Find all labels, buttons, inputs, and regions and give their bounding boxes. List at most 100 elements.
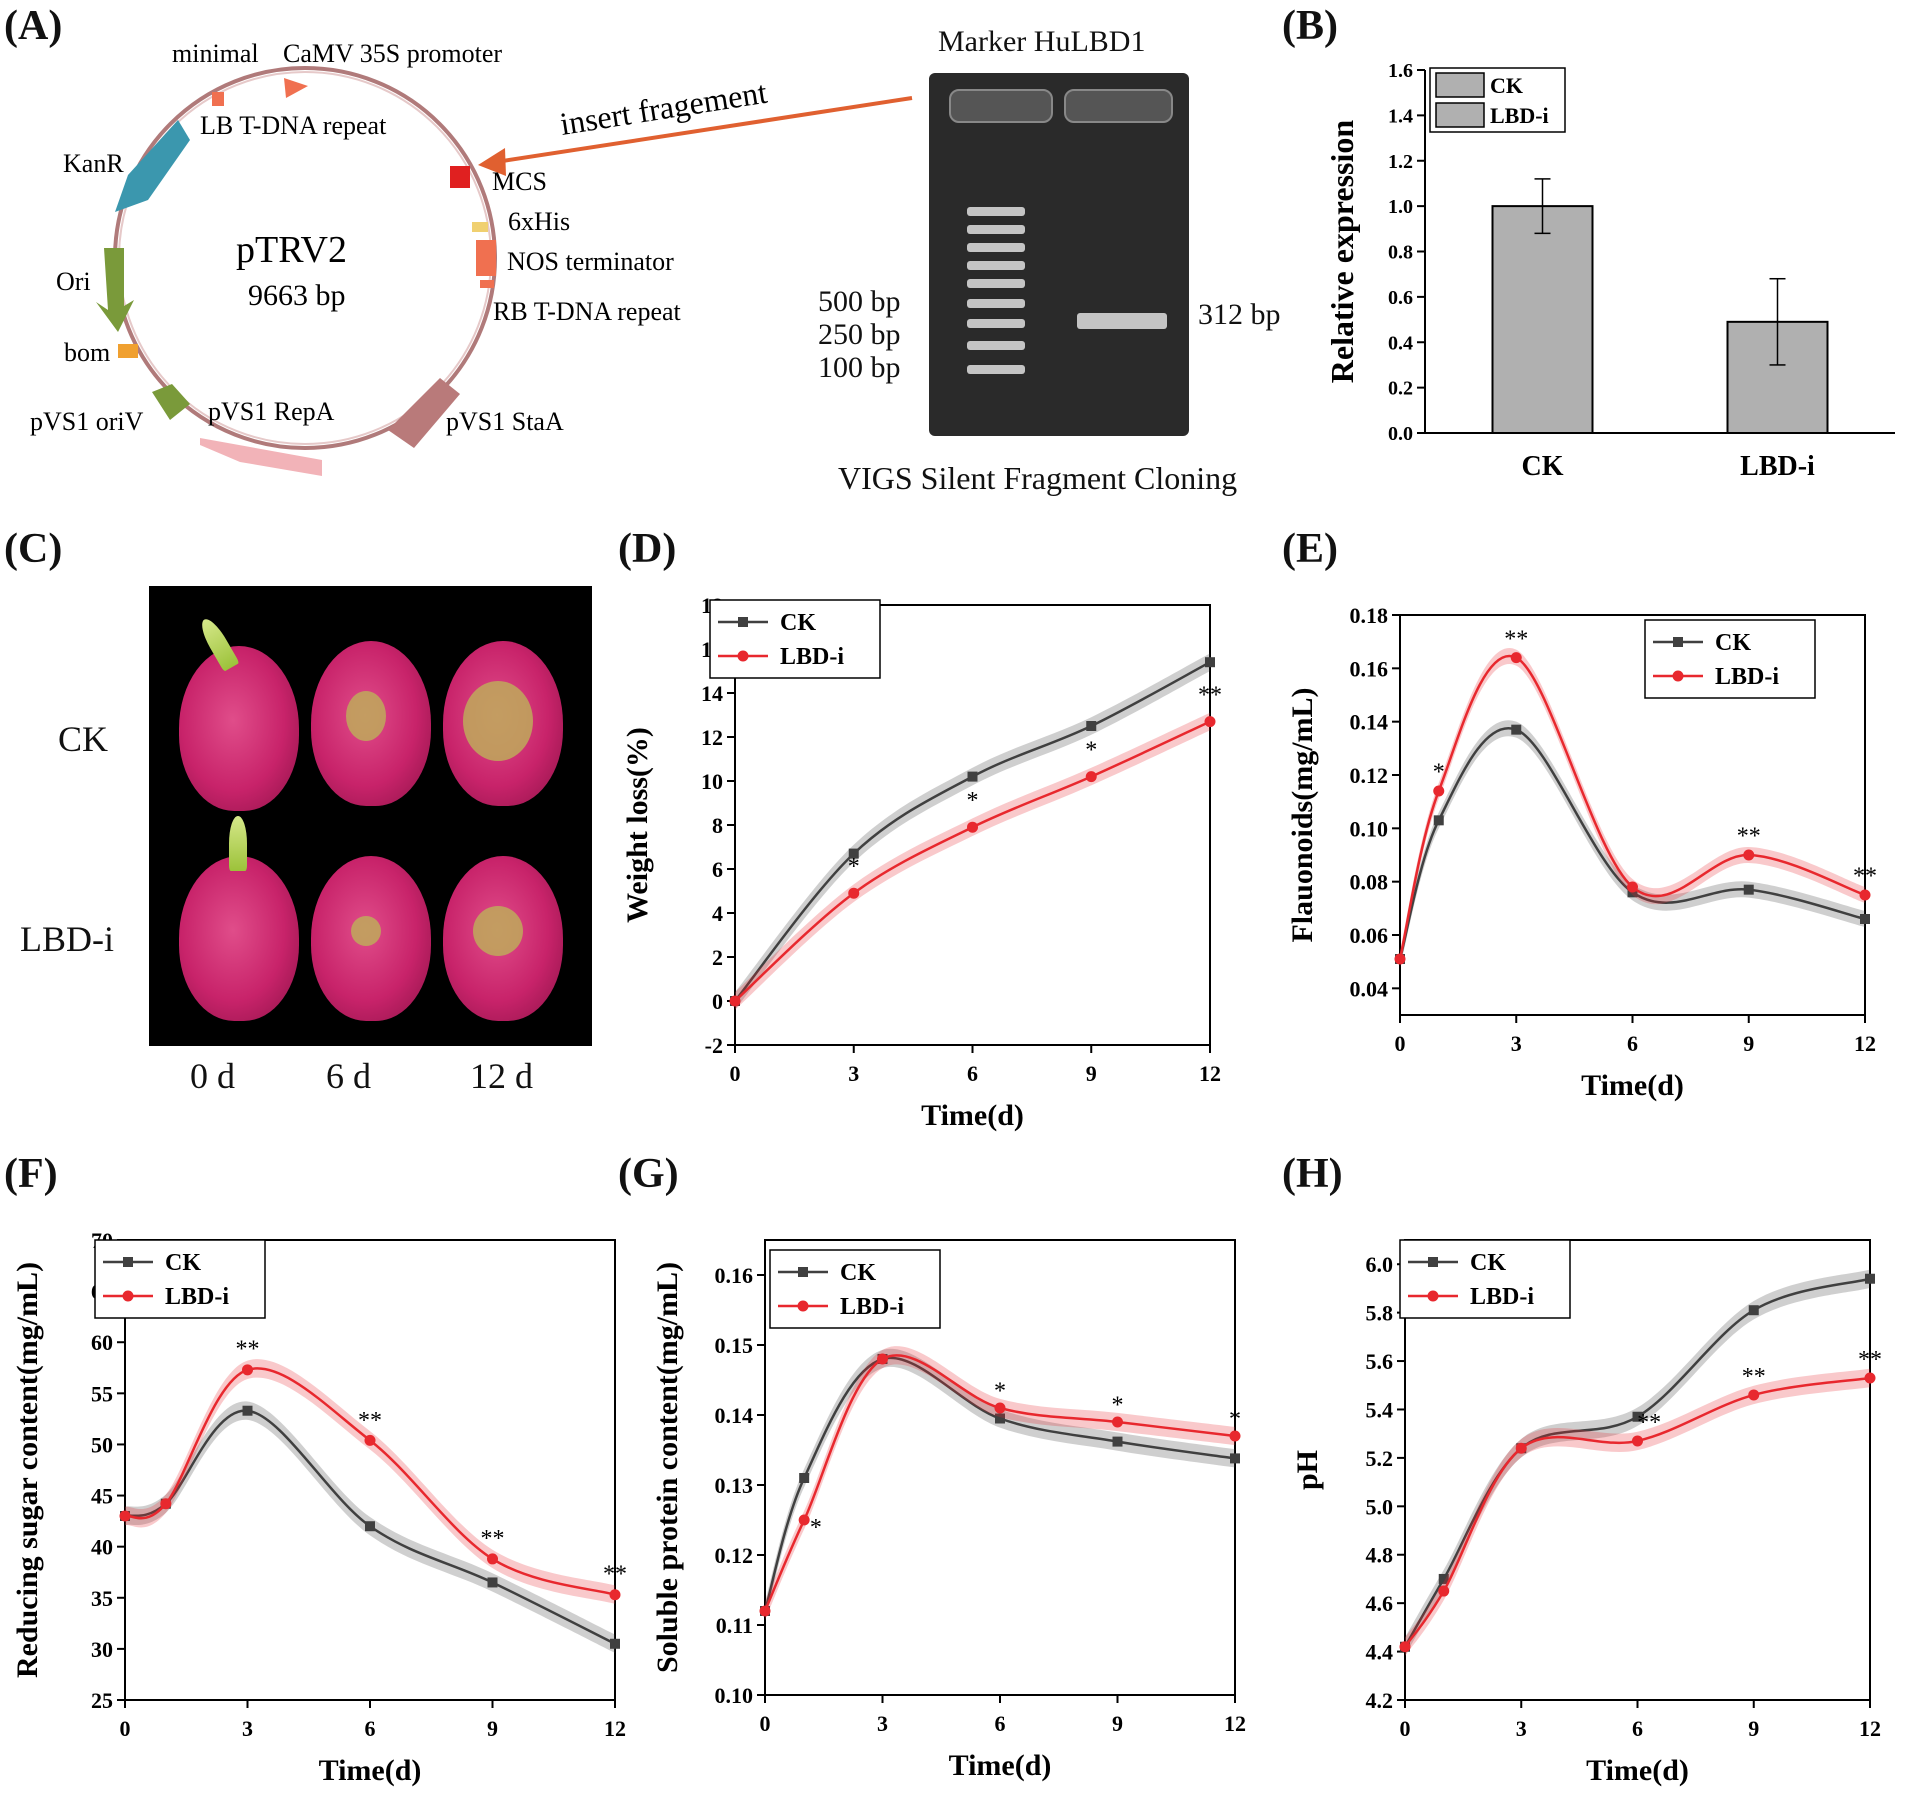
bar-ck (1491, 205, 1594, 434)
significance-mark: * (967, 788, 979, 814)
data-point-lbd (848, 887, 860, 899)
y-tick-label: 5.8 (1366, 1301, 1394, 1326)
legend-box (1399, 1239, 1571, 1319)
panel-label-a: (A) (4, 3, 63, 49)
series-band-lbd (1405, 1368, 1870, 1656)
sample-band (1077, 313, 1167, 329)
x-tick-label: 6 (967, 1061, 978, 1086)
data-point-ck (967, 771, 978, 782)
y-axis-label: Flauonoids(mg/mL) (1286, 687, 1319, 942)
y-tick-label: 55 (91, 1381, 113, 1406)
y-tick-label: 10 (701, 769, 723, 794)
series-line-lbd (124, 1367, 616, 1596)
his-feature (472, 222, 488, 232)
data-point-ck (1860, 914, 1870, 924)
fruit-ck-6d (311, 641, 431, 806)
label-rb: RB T-DNA repeat (493, 297, 682, 326)
y-tick-label: 25 (91, 1688, 113, 1713)
ori-arrow (96, 248, 134, 332)
x-tick-label: 6 (365, 1716, 376, 1741)
legend-marker (798, 1267, 808, 1277)
y-axis-label: Relative expression (1324, 120, 1360, 384)
label-his: 6xHis (508, 207, 570, 236)
data-point-ck (1511, 724, 1522, 735)
significance-mark: ** (236, 1337, 260, 1363)
mcs-feature (450, 166, 470, 188)
data-point-lbd (967, 821, 978, 833)
legend-marker (738, 617, 748, 627)
significance-mark: * (994, 1379, 1006, 1405)
label-insert: insert fragement (557, 74, 769, 142)
x-axis-label: Time(d) (949, 1749, 1052, 1782)
data-point-lbd (364, 1434, 376, 1446)
y-tick-label: 5.2 (1366, 1446, 1394, 1471)
y-tick-label: 0.16 (1350, 656, 1389, 681)
legend-marker (1673, 637, 1683, 647)
data-point-lbd (1433, 785, 1445, 797)
data-point-ck (995, 1413, 1005, 1424)
legend-box (769, 1249, 941, 1329)
significance-mark: ** (1737, 824, 1761, 850)
y-tick-label: 5.0 (1366, 1494, 1394, 1519)
label-kanr: KanR (63, 149, 124, 178)
data-point-ck (1743, 884, 1754, 895)
label-minimal: minimal (172, 39, 259, 68)
y-tick-label: 0.0 (1388, 423, 1413, 445)
y-tick-label: 0.16 (715, 1263, 754, 1288)
data-point-lbd (1510, 652, 1522, 664)
y-tick-label: 0.12 (1350, 763, 1389, 788)
data-point-lbd (798, 1514, 810, 1526)
y-axis-label: Weight loss(%) (621, 727, 654, 923)
data-point-lbd (759, 1605, 771, 1617)
y-tick-label: 4.4 (1366, 1640, 1394, 1665)
label-staa: pVS1 StaA (446, 407, 564, 436)
label-ori: Ori (56, 267, 91, 296)
data-point-ck (610, 1638, 620, 1649)
legend-marker (1428, 1257, 1438, 1267)
y-tick-label: 0.15 (715, 1333, 754, 1358)
y-tick-label: 0.4 (1388, 332, 1413, 354)
x-tick-label: 9 (1112, 1711, 1123, 1736)
series-band-ck (1400, 720, 1865, 967)
ladder-band (967, 243, 1025, 252)
fruit-lbd-6d (311, 856, 431, 1021)
legend-label: CK (780, 610, 816, 636)
legend-label: CK (840, 1260, 876, 1286)
x-tick-label: 12 (1199, 1061, 1221, 1086)
series-band-lbd (765, 1346, 1235, 1621)
significance-mark: * (1085, 737, 1097, 763)
significance-mark: ** (1858, 1347, 1882, 1373)
y-tick-label: 1.4 (1388, 105, 1413, 127)
x-axis-label: Time(d) (1581, 1069, 1684, 1102)
significance-mark: ** (603, 1562, 627, 1588)
x-tick-label: 6 (1632, 1716, 1643, 1741)
legend-label: LBD-i (1715, 664, 1779, 690)
data-point-lbd (1438, 1585, 1450, 1597)
x-tick-label: 6 (995, 1711, 1006, 1736)
rb-feature (480, 280, 494, 288)
gel-header: Marker HuLBD1 (938, 25, 1146, 58)
y-tick-label: 0.2 (1388, 378, 1413, 400)
data-point-lbd (242, 1364, 253, 1376)
ladder-label-100: 100 bp (818, 351, 901, 384)
insert-arrow-head (478, 148, 506, 176)
significance-mark: * (848, 854, 860, 880)
data-point-ck (848, 848, 859, 859)
significance-mark: * (1433, 760, 1445, 786)
significance-mark: ** (1742, 1364, 1766, 1390)
x-tick-label: 3 (877, 1711, 888, 1736)
data-point-lbd (1627, 881, 1638, 893)
legend-marker (1672, 670, 1684, 682)
legend-box (94, 1239, 266, 1319)
significance-mark: ** (1853, 864, 1877, 890)
y-tick-label: 4.8 (1366, 1543, 1394, 1568)
x-tick-label: 6 (1627, 1031, 1638, 1056)
x-axis-label: Time(d) (921, 1099, 1024, 1132)
chart-reducing-sugar: 25303540455055606570036912Time(d)Reducin… (11, 1228, 627, 1787)
gel-well (1064, 89, 1173, 123)
y-tick-label: 6 (712, 857, 723, 882)
data-point-lbd (1394, 953, 1406, 965)
legend-label: LBD-i (840, 1294, 904, 1320)
data-point-ck (1433, 815, 1444, 826)
x-tick-label: 3 (848, 1061, 859, 1086)
